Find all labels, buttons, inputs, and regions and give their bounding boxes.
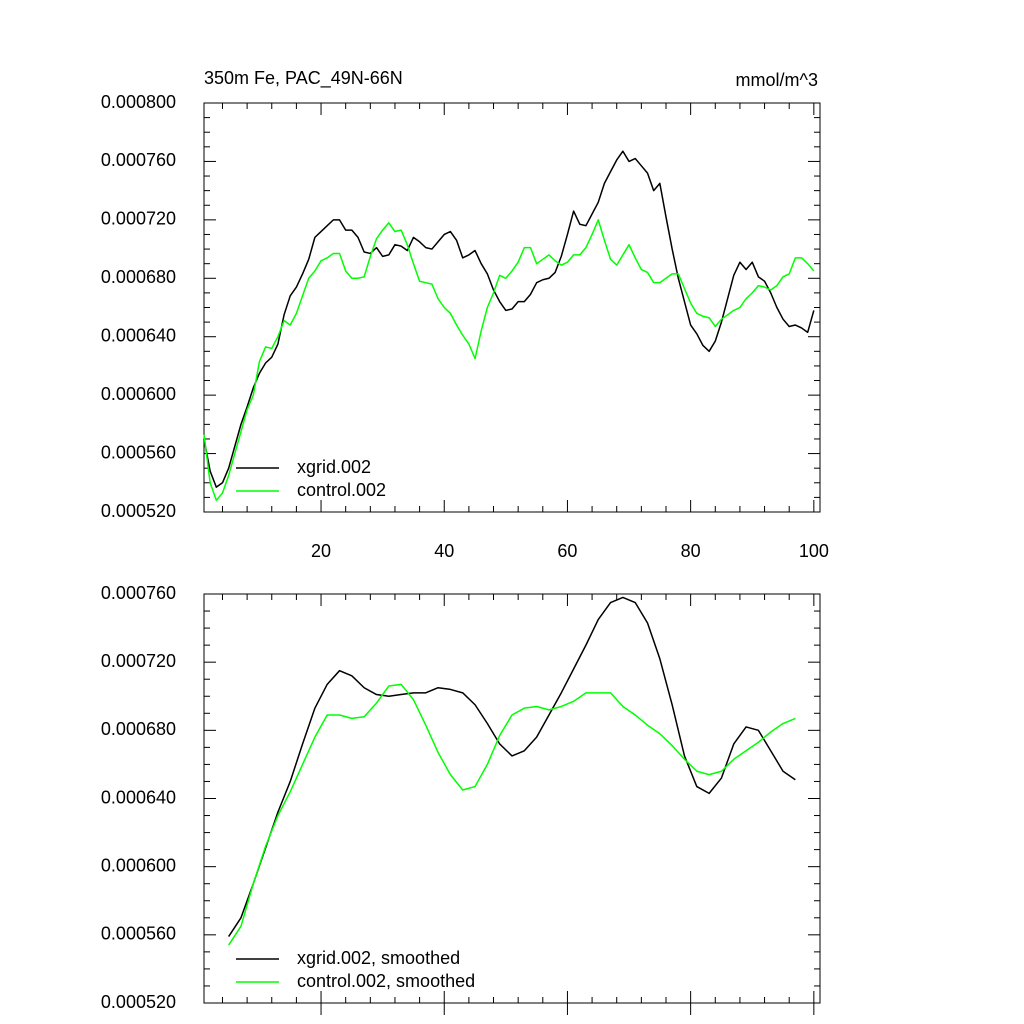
y-tick-label: 0.000680 — [101, 719, 176, 739]
y-tick-label: 0.000560 — [101, 924, 176, 944]
y-tick-label: 0.000760 — [101, 583, 176, 603]
plot-frame — [203, 102, 821, 513]
data-line — [203, 219, 815, 502]
y-tick-label: 0.000520 — [101, 501, 176, 521]
legend-label: control.002 — [297, 480, 386, 500]
x-tick-label: 40 — [434, 541, 454, 561]
x-tick-label: 100 — [799, 541, 829, 561]
legend-label: xgrid.002, smoothed — [297, 948, 460, 968]
units-label: mmol/m^3 — [736, 70, 818, 90]
y-tick-label: 0.000760 — [101, 150, 176, 170]
y-tick-label: 0.000560 — [101, 442, 176, 462]
data-line — [228, 683, 796, 946]
y-tick-label: 0.000680 — [101, 267, 176, 287]
y-tick-label: 0.000640 — [101, 787, 176, 807]
y-tick-label: 0.000800 — [101, 92, 176, 112]
plot-frame — [203, 593, 821, 1004]
x-tick-label: 80 — [681, 541, 701, 561]
legend-label: xgrid.002 — [297, 457, 371, 477]
x-tick-label: 20 — [311, 541, 331, 561]
y-tick-label: 0.000600 — [101, 855, 176, 875]
y-tick-label: 0.000520 — [101, 992, 176, 1012]
data-line — [228, 596, 796, 937]
chart-title: 350m Fe, PAC_49N-66N — [204, 68, 403, 89]
legend-label: control.002, smoothed — [297, 971, 475, 991]
data-line — [203, 150, 815, 488]
y-tick-label: 0.000600 — [101, 384, 176, 404]
x-tick-label: 60 — [557, 541, 577, 561]
y-tick-label: 0.000720 — [101, 651, 176, 671]
y-tick-label: 0.000720 — [101, 209, 176, 229]
y-tick-label: 0.000640 — [101, 325, 176, 345]
